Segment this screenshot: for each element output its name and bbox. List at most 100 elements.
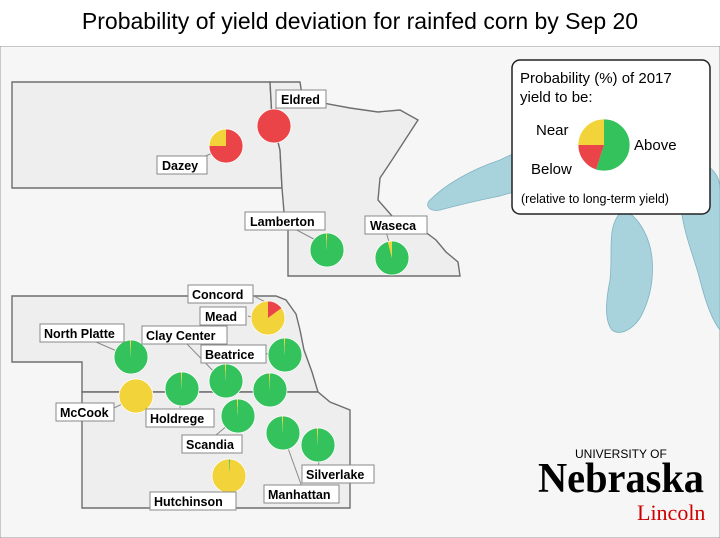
pie-outline xyxy=(300,427,336,463)
label-manhattan: Manhattan xyxy=(263,484,340,504)
pie-outline xyxy=(267,337,303,373)
pie-slice-near xyxy=(236,399,238,416)
site-name: Dazey xyxy=(162,159,198,173)
pie-hutchinson xyxy=(211,458,247,494)
pie-slice-above xyxy=(301,428,336,462)
pie-slice-near xyxy=(578,119,604,145)
pie-outline xyxy=(208,363,244,399)
unl-logo: UNIVERSITY OF Nebraska Lincoln xyxy=(538,447,705,525)
pie-ks-mid xyxy=(252,372,288,408)
pie-slice-below xyxy=(578,145,604,170)
pie-mccook xyxy=(118,378,154,414)
pie-outline xyxy=(265,415,301,451)
pie-slice-above xyxy=(220,399,255,433)
logo-campus: Lincoln xyxy=(637,500,705,525)
pie-silverlake xyxy=(300,427,336,463)
label-mead: Mead xyxy=(199,306,247,326)
label-clay-center: Clay Center xyxy=(141,325,228,345)
pie-slice-above xyxy=(595,119,631,172)
pie-slice-below xyxy=(268,301,282,318)
site-name: Scandia xyxy=(186,438,235,452)
pie-holdrege xyxy=(164,371,200,407)
pie-beatrice xyxy=(267,337,303,373)
pie-waseca xyxy=(374,240,410,276)
pie-outline xyxy=(577,118,631,172)
pie-slice-above xyxy=(209,364,244,398)
pie-clay-center xyxy=(208,363,244,399)
pie-slice-below xyxy=(257,109,291,143)
label-waseca: Waseca xyxy=(364,215,428,235)
pie-scandia xyxy=(220,398,256,434)
label-eldred: Eldred xyxy=(275,89,327,109)
site-name: North Platte xyxy=(44,327,115,341)
pie-manhattan xyxy=(265,415,301,451)
site-name: Concord xyxy=(192,288,243,302)
pie-slice-near xyxy=(325,233,327,250)
site-name: Lamberton xyxy=(250,215,315,229)
legend-heading-line1: Probability (%) of 2017 xyxy=(520,70,672,87)
pie-slice-near xyxy=(387,241,392,258)
pie-slice-above xyxy=(267,338,302,372)
legend-pie xyxy=(577,118,631,172)
label-concord: Concord xyxy=(187,284,254,304)
pie-slice-near xyxy=(251,301,286,335)
pie-slice-near xyxy=(209,129,226,146)
legend-heading-line2: yield to be: xyxy=(520,89,593,106)
pie-slice-above xyxy=(229,459,231,476)
label-hutchinson: Hutchinson xyxy=(149,491,237,511)
pie-slice-near xyxy=(119,379,153,413)
pie-dazey xyxy=(208,128,244,164)
label-silverlake: Silverlake xyxy=(301,464,375,484)
map-title: Probability of yield deviation for rainf… xyxy=(81,8,639,34)
pie-slice-near xyxy=(212,459,247,494)
pie-outline xyxy=(256,108,292,144)
site-name: Silverlake xyxy=(306,468,364,482)
site-name: Clay Center xyxy=(146,329,216,343)
legend-below-label: Below xyxy=(531,161,572,178)
pie-lamberton xyxy=(309,232,345,268)
label-dazey: Dazey xyxy=(156,155,208,175)
pie-slice-near xyxy=(224,364,226,381)
legend-above-label: Above xyxy=(634,137,677,154)
pie-outline xyxy=(208,128,244,164)
pie-slice-near xyxy=(180,372,182,389)
site-name: Waseca xyxy=(370,219,417,233)
pie-slice-near xyxy=(281,416,283,433)
pie-outline xyxy=(118,378,154,414)
label-mccook: McCook xyxy=(55,402,115,422)
logo-name: Nebraska xyxy=(538,456,704,502)
pie-outline xyxy=(164,371,200,407)
pie-eldred xyxy=(256,108,292,144)
pie-outline xyxy=(250,300,286,336)
pie-slice-above xyxy=(252,373,287,407)
pie-outline xyxy=(309,232,345,268)
site-labels: Eldred Dazey Lamberton Waseca Concord Me… xyxy=(39,89,428,511)
label-north-platte: North Platte xyxy=(39,323,125,343)
pie-outline xyxy=(113,339,149,375)
legend-footnote: (relative to long-term yield) xyxy=(521,192,669,206)
state-north-dakota xyxy=(11,81,283,189)
site-name: Mead xyxy=(205,310,237,324)
pie-mead xyxy=(250,300,286,336)
site-name: Beatrice xyxy=(205,348,254,362)
pie-slice-above xyxy=(265,416,300,450)
pie-outline xyxy=(374,240,410,276)
pie-slice-near xyxy=(283,338,285,355)
site-name: Manhattan xyxy=(268,488,331,502)
site-pies xyxy=(113,108,410,494)
pie-north-platte xyxy=(113,339,149,375)
pie-slice-above xyxy=(164,372,199,406)
site-name: Holdrege xyxy=(150,412,204,426)
pie-outline xyxy=(252,372,288,408)
logo-university-of: UNIVERSITY OF xyxy=(575,447,667,461)
site-name: Hutchinson xyxy=(154,495,223,509)
label-scandia: Scandia xyxy=(181,434,243,454)
pie-slice-above xyxy=(113,340,148,374)
site-name: McCook xyxy=(60,406,109,420)
pie-slice-above xyxy=(375,241,410,275)
pie-slice-near xyxy=(316,428,318,445)
label-holdrege: Holdrege xyxy=(145,408,215,428)
label-lamberton: Lamberton xyxy=(244,211,326,231)
label-beatrice: Beatrice xyxy=(200,344,267,364)
